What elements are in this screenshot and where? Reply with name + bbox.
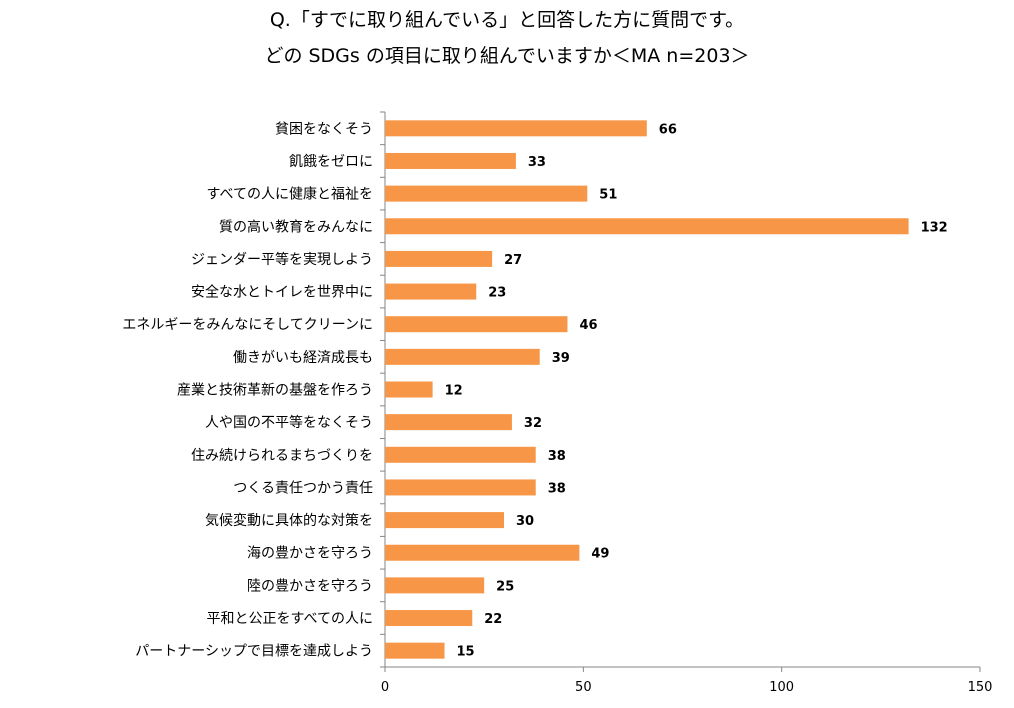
category-label: 貧困をなくそう <box>275 121 373 137</box>
data-label: 25 <box>496 579 514 594</box>
chart-title-line-1: Q.「すでに取り組んでいる」と回答した方に質問です。 <box>269 9 745 31</box>
bar <box>385 218 909 235</box>
category-label: ジェンダー平等を実現しよう <box>191 251 373 268</box>
data-label: 66 <box>659 122 677 137</box>
category-label: 安全な水とトイレを世界中に <box>191 284 373 301</box>
category-label: 気候変動に具体的な対策を <box>205 512 373 529</box>
data-label: 22 <box>484 612 502 627</box>
data-label: 12 <box>445 384 463 399</box>
data-label: 32 <box>524 416 542 431</box>
category-label: 海の豊かさを守ろう <box>247 546 373 562</box>
bar <box>385 120 647 137</box>
data-label: 49 <box>591 547 609 562</box>
x-tick-label: 0 <box>381 680 389 695</box>
bar <box>385 479 536 496</box>
bar <box>385 610 473 627</box>
category-label: すべての人に健康と福祉を <box>207 186 373 203</box>
bar <box>385 348 540 365</box>
category-label: 働きがいも経済成長も <box>233 350 373 366</box>
data-label: 132 <box>921 220 948 235</box>
category-label: つくる責任つかう責任 <box>233 480 373 496</box>
data-label: 33 <box>528 155 546 170</box>
data-label: 15 <box>457 645 475 660</box>
chart-title-line-2: どの SDGs の項目に取り組んでいますか＜MA n=203＞ <box>264 45 750 67</box>
bar <box>385 577 485 594</box>
data-label: 27 <box>504 253 522 268</box>
category-label: 陸の豊かさを守ろう <box>247 578 373 594</box>
data-label: 38 <box>548 481 566 496</box>
data-label: 51 <box>599 188 617 203</box>
bar <box>385 250 493 267</box>
category-label: 人や国の不平等をなくそう <box>205 414 373 431</box>
category-label: 産業と技術革新の基盤を作ろう <box>177 382 373 399</box>
category-label: パートナーシップで目標を達成しよう <box>135 644 373 660</box>
bar <box>385 642 445 659</box>
x-tick-label: 150 <box>968 680 993 695</box>
data-label: 23 <box>488 286 506 301</box>
bar <box>385 283 477 300</box>
x-tick-label: 50 <box>575 680 592 695</box>
data-label: 30 <box>516 514 534 529</box>
category-label: 平和と公正をすべての人に <box>207 611 373 627</box>
category-label: 住み続けられるまちづくりを <box>191 447 373 464</box>
x-tick-label: 100 <box>769 680 794 695</box>
data-label: 39 <box>552 351 570 366</box>
bar <box>385 316 568 333</box>
bar <box>385 152 516 169</box>
category-label: 質の高い教育をみんなに <box>219 218 373 235</box>
bar <box>385 446 536 463</box>
data-label: 46 <box>579 318 597 333</box>
bar <box>385 185 588 202</box>
bar <box>385 544 580 561</box>
bar <box>385 512 504 529</box>
data-label: 38 <box>548 449 566 464</box>
category-label: エネルギーをみんなにそしてクリーンに <box>122 317 373 333</box>
category-label: 飢餓をゼロに <box>289 153 373 170</box>
bar <box>385 414 512 431</box>
bar <box>385 381 433 398</box>
